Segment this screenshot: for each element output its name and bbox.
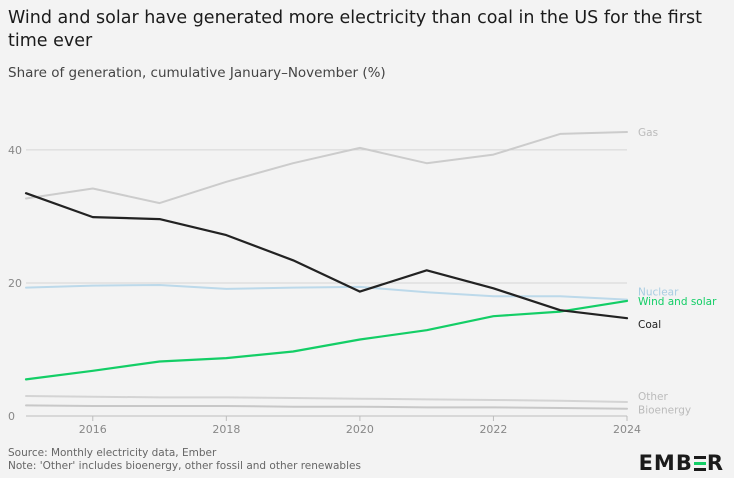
series-lines <box>24 131 629 410</box>
series-label-gas: Gas <box>638 127 658 139</box>
series-label-nuclear: Nuclear <box>638 287 679 299</box>
x-tick-label: 2016 <box>79 423 107 436</box>
series-line-nuclear <box>25 284 628 301</box>
x-tick-label: 2018 <box>212 423 240 436</box>
chart-title: Wind and solar have generated more elect… <box>8 8 702 51</box>
ember-logo: EMB R <box>639 451 724 475</box>
series-line-coal <box>24 192 629 320</box>
y-tick-label: 0 <box>8 410 15 423</box>
logo-text-right: R <box>706 451 724 475</box>
logo-text-left: EMB <box>638 451 693 475</box>
series-label-coal: Coal <box>638 319 661 331</box>
y-tick-label: 20 <box>8 277 22 290</box>
series-label-bioenergy: Bioenergy <box>638 405 691 417</box>
gridlines <box>26 149 627 417</box>
footnote: Note: 'Other' includes bioenergy, other … <box>8 460 361 472</box>
y-tick-label: 40 <box>8 144 22 157</box>
logo-e-mark-icon <box>693 455 706 471</box>
series-line-wind-and-solar <box>24 299 629 381</box>
x-tick-label: 2024 <box>613 423 641 436</box>
chart-footer: Source: Monthly electricity data, Ember … <box>8 447 361 473</box>
chart-subtitle: Share of generation, cumulative January–… <box>8 65 386 81</box>
x-tick-label: 2022 <box>479 423 507 436</box>
series-line-bioenergy <box>25 404 628 410</box>
x-axis-ticks: 2016 2018 2020 2022 2024 <box>79 416 641 436</box>
series-line-other <box>25 395 628 403</box>
series-label-other: Other <box>638 391 668 403</box>
x-tick-label: 2020 <box>346 423 374 436</box>
series-line-gas <box>25 131 628 205</box>
source-note: Source: Monthly electricity data, Ember <box>8 447 217 459</box>
series-label-wind-and-solar: Wind and solar <box>638 296 717 308</box>
y-axis-ticks: 0 20 40 <box>8 144 22 423</box>
